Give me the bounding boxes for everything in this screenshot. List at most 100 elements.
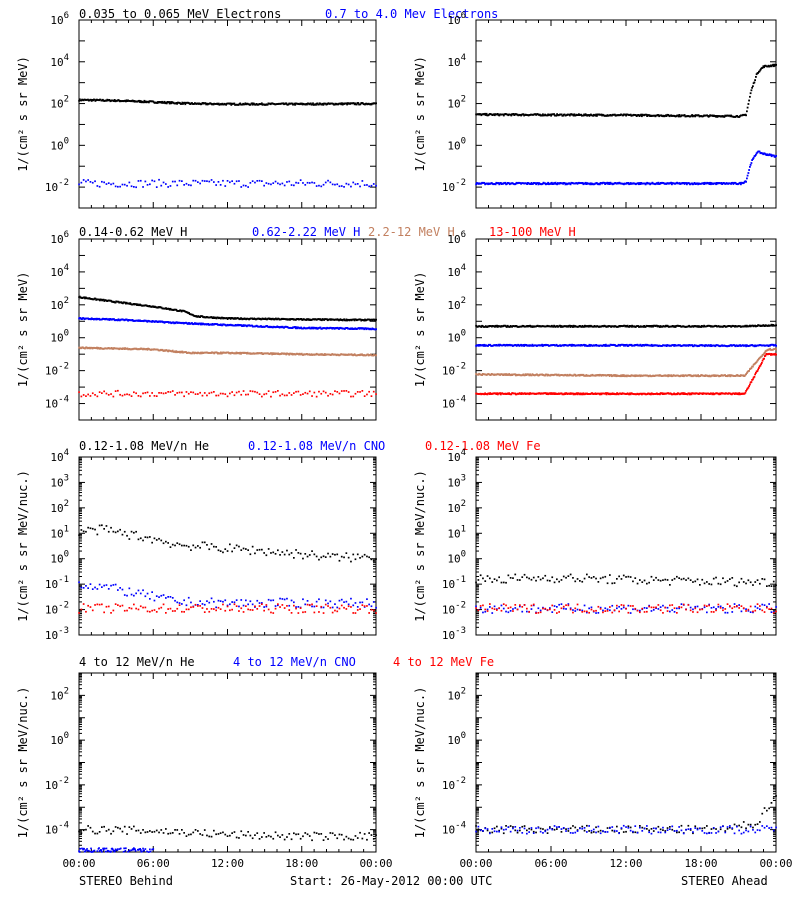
data-point bbox=[110, 584, 112, 587]
data-point bbox=[480, 326, 483, 328]
data-point bbox=[664, 325, 666, 328]
data-point bbox=[644, 182, 646, 185]
data-point bbox=[176, 542, 179, 544]
data-point bbox=[78, 98, 81, 101]
data-point bbox=[199, 182, 201, 185]
series-titles: 0.035 to 0.065 MeV Electrons 0.7 to 4.0 M… bbox=[79, 7, 576, 669]
series-1 bbox=[475, 150, 777, 186]
data-point bbox=[560, 392, 563, 395]
data-point bbox=[194, 546, 197, 549]
data-point bbox=[94, 394, 96, 396]
data-point bbox=[480, 182, 483, 185]
data-point bbox=[254, 181, 256, 184]
data-point bbox=[128, 587, 131, 590]
data-point bbox=[162, 594, 165, 596]
data-point bbox=[206, 180, 208, 182]
data-point bbox=[496, 113, 499, 115]
data-point bbox=[233, 547, 236, 549]
series-title: 4 to 12 MeV Fe bbox=[393, 655, 494, 669]
data-point bbox=[743, 392, 746, 395]
data-point bbox=[153, 537, 156, 540]
data-point bbox=[775, 353, 777, 356]
series-0 bbox=[78, 295, 377, 322]
y-tick-exponent: 6 bbox=[64, 11, 69, 21]
data-point bbox=[251, 545, 254, 548]
data-point bbox=[139, 179, 142, 182]
data-point bbox=[249, 390, 252, 392]
data-point bbox=[169, 596, 172, 598]
data-point bbox=[599, 183, 601, 186]
data-point bbox=[363, 395, 366, 397]
data-point bbox=[354, 558, 357, 561]
data-point bbox=[702, 182, 705, 184]
data-point bbox=[628, 393, 630, 396]
y-tick-label: 102 bbox=[50, 296, 69, 312]
data-point bbox=[79, 317, 82, 319]
data-point bbox=[304, 553, 307, 555]
data-point bbox=[203, 180, 206, 182]
series-2 bbox=[78, 346, 377, 357]
data-point bbox=[686, 183, 688, 186]
data-point bbox=[622, 375, 624, 377]
data-point bbox=[746, 177, 748, 180]
data-point bbox=[375, 558, 377, 560]
data-point bbox=[260, 352, 263, 354]
data-point bbox=[172, 321, 175, 324]
data-point bbox=[604, 345, 606, 347]
data-point bbox=[746, 174, 749, 177]
data-point bbox=[673, 345, 675, 347]
data-point bbox=[364, 327, 367, 330]
data-point bbox=[734, 182, 737, 184]
data-point bbox=[338, 392, 341, 395]
data-point bbox=[290, 394, 293, 396]
data-point bbox=[297, 552, 300, 554]
y-tick-exponent: 2 bbox=[64, 95, 69, 105]
data-point bbox=[82, 179, 85, 181]
y-tick-exponent: 2 bbox=[64, 296, 69, 306]
data-point bbox=[215, 184, 217, 186]
data-point bbox=[352, 102, 355, 105]
data-point bbox=[329, 181, 332, 184]
data-point bbox=[540, 344, 543, 347]
data-point bbox=[363, 553, 366, 556]
data-point bbox=[751, 159, 753, 161]
data-point bbox=[477, 373, 480, 376]
data-point bbox=[635, 114, 637, 116]
data-point bbox=[82, 317, 85, 319]
data-point bbox=[90, 98, 92, 101]
data-point bbox=[350, 560, 352, 563]
data-point bbox=[240, 352, 242, 355]
data-point bbox=[78, 183, 80, 186]
data-point bbox=[318, 103, 320, 106]
data-point bbox=[530, 344, 533, 347]
y-tick-exponent: 0 bbox=[64, 136, 69, 146]
data-point bbox=[279, 183, 281, 186]
data-point bbox=[293, 102, 296, 105]
data-point bbox=[130, 593, 133, 596]
y-tick-exponent: 4 bbox=[64, 263, 69, 273]
data-point bbox=[370, 395, 373, 397]
data-point bbox=[297, 390, 300, 393]
data-point bbox=[762, 353, 765, 356]
data-point bbox=[547, 181, 549, 184]
data-point bbox=[345, 182, 348, 185]
data-point bbox=[690, 393, 693, 396]
y-tick-label: 100 bbox=[50, 329, 69, 345]
y-tick-exponent: 0 bbox=[461, 136, 466, 146]
data-point bbox=[691, 344, 693, 346]
data-point bbox=[80, 181, 83, 184]
data-point bbox=[572, 324, 575, 327]
data-point bbox=[263, 552, 265, 554]
data-point bbox=[709, 345, 711, 347]
data-point bbox=[620, 393, 623, 395]
y-tick-label: 100 bbox=[447, 136, 466, 152]
data-point bbox=[161, 100, 164, 103]
data-point bbox=[370, 184, 373, 187]
data-point bbox=[206, 394, 208, 397]
y-tick-label: 102 bbox=[50, 95, 69, 111]
data-point bbox=[493, 114, 496, 117]
data-point bbox=[295, 549, 297, 551]
data-point bbox=[294, 326, 297, 328]
data-point bbox=[113, 318, 115, 320]
data-point bbox=[93, 98, 96, 101]
